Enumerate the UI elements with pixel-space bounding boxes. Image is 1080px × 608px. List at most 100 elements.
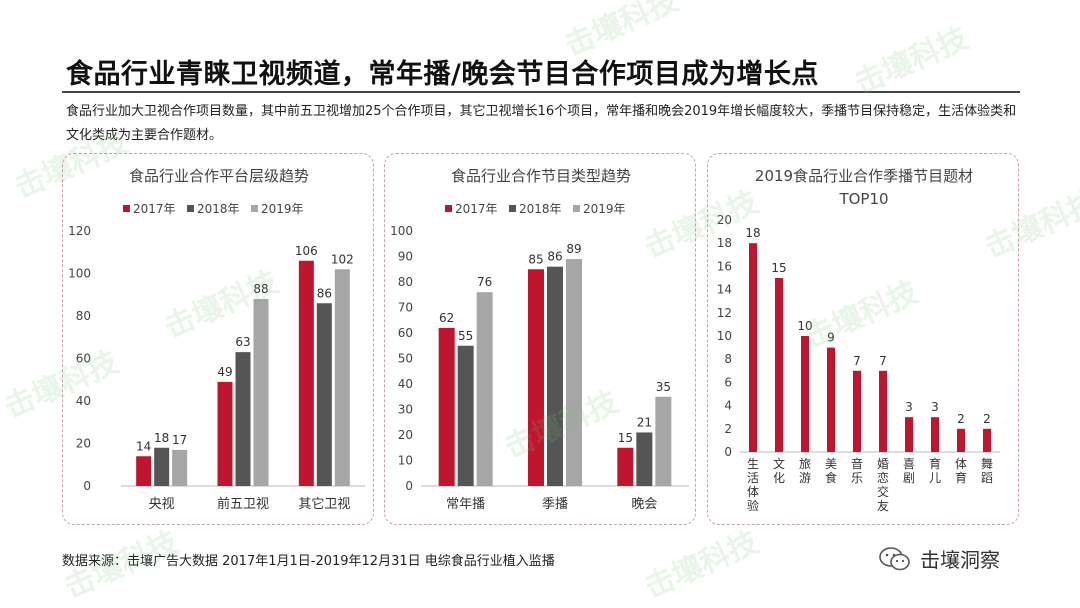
y-tick-label: 14 (717, 283, 732, 297)
x-category-label: 婚恋交友 (877, 457, 889, 513)
y-tick-label: 8 (724, 352, 732, 366)
y-tick-label: 60 (398, 326, 413, 340)
legend-label: 2019年 (583, 202, 626, 216)
data-label: 7 (879, 354, 887, 368)
data-label: 85 (528, 252, 543, 266)
data-label: 106 (295, 244, 318, 258)
x-category-label: 体育 (955, 457, 967, 485)
data-label: 88 (253, 282, 268, 296)
bar (253, 299, 269, 486)
chart-title: 2019食品行业合作季播节目题材 (755, 167, 973, 185)
x-category-label: 音乐 (851, 456, 863, 485)
bar (655, 396, 672, 486)
data-label: 49 (217, 365, 232, 379)
x-category-label: 喜剧 (903, 457, 915, 485)
x-category-label: 晚会 (631, 497, 657, 512)
y-tick-label: 20 (717, 213, 732, 227)
bar (749, 243, 757, 452)
chart-panel-genre: 2019食品行业合作季播节目题材 TOP10 0 2 4 6 8 10 12 14 16 18 20 18… (707, 153, 1019, 525)
data-label: 62 (439, 311, 454, 325)
bar (827, 347, 835, 452)
x-category-label: 央视 (149, 497, 175, 512)
legend-swatch (509, 205, 516, 212)
y-tick-label: 80 (76, 309, 91, 323)
data-label: 63 (235, 335, 250, 349)
x-category-label: 生活体验 (747, 457, 759, 513)
chart-panel-program-type: 食品行业合作节目类型趋势 2017年 2018年 2019年 0 10 20 30 40 50 60… (384, 153, 696, 525)
data-label: 2 (983, 412, 991, 426)
bar (172, 449, 188, 486)
y-tick-label: 70 (398, 301, 413, 315)
bar (617, 447, 634, 486)
legend-label: 2017年 (133, 202, 176, 216)
y-tick-label: 10 (717, 329, 732, 343)
page-description: 食品行业加大卫视合作项目数量，其中前五卫视增加25个合作项目，其它卫视增长16个… (66, 104, 1017, 143)
bar (528, 269, 544, 486)
y-tick-label: 60 (76, 352, 91, 366)
y-tick-label: 30 (398, 403, 413, 417)
data-label: 10 (797, 319, 812, 333)
y-tick-label: 2 (724, 422, 732, 436)
bar (957, 428, 965, 452)
chart-title: 食品行业合作节目类型趋势 (451, 167, 631, 185)
y-tick-label: 4 (724, 399, 732, 413)
legend-label: 2018年 (197, 202, 240, 216)
y-tick-label: 120 (68, 224, 91, 238)
y-tick-label: 50 (398, 352, 413, 366)
y-tick-label: 6 (724, 375, 732, 389)
watermark-logo: 击壤科技 (639, 524, 764, 606)
y-tick-label: 100 (68, 267, 91, 281)
bar (905, 417, 913, 452)
bar (566, 259, 582, 486)
bar (476, 292, 493, 486)
data-label: 9 (827, 331, 835, 345)
legend-label: 2017年 (455, 202, 498, 216)
y-tick-label: 0 (405, 479, 413, 493)
data-label: 15 (771, 261, 786, 275)
wechat-icon (879, 546, 910, 570)
bar (853, 370, 861, 452)
data-label: 102 (331, 252, 354, 266)
bar (154, 447, 170, 486)
brand-name: 击壤洞察 (920, 548, 1000, 572)
data-label: 17 (172, 433, 187, 447)
x-category-label: 育儿 (929, 456, 941, 485)
y-tick-label: 18 (717, 236, 732, 250)
bar (636, 432, 653, 486)
bar (775, 278, 783, 452)
title-divider (62, 91, 1020, 93)
legend-swatch (251, 205, 258, 212)
chart-genre-top10: 2019食品行业合作季播节目题材 TOP10 0 2 4 6 8 10 12 14 16 18 20 18… (717, 167, 1000, 513)
bar (298, 260, 314, 486)
data-label: 3 (905, 400, 913, 414)
chart-title: 食品行业合作平台层级趋势 (129, 167, 309, 185)
y-tick-label: 10 (398, 454, 413, 468)
data-source-note: 数据来源：击壤广告大数据 2017年1月1日-2019年12月31日 电综食品行… (62, 554, 555, 569)
y-tick-label: 0 (83, 479, 91, 493)
bar (457, 345, 474, 486)
bar (438, 327, 455, 486)
bar (983, 428, 991, 452)
data-label: 89 (566, 242, 581, 256)
bar (931, 417, 939, 452)
bar (316, 303, 332, 486)
chart-platform-level: 食品行业合作平台层级趋势 2017年 2018年 2019年 0 20 40 60 80 100 1… (68, 167, 365, 512)
y-tick-label: 12 (717, 306, 732, 320)
x-category-label: 季播 (542, 497, 568, 512)
data-label: 18 (154, 431, 169, 445)
bar (879, 370, 887, 452)
data-label: 7 (853, 354, 861, 368)
data-label: 35 (656, 380, 671, 394)
data-label: 14 (136, 439, 151, 453)
x-category-label: 文化 (773, 456, 785, 485)
data-label: 86 (317, 286, 332, 300)
legend-swatch (123, 205, 130, 212)
bar (801, 336, 809, 452)
chart-panel-platform: 食品行业合作平台层级趋势 2017年 2018年 2019年 0 20 40 60 80 100 1… (62, 153, 374, 525)
brand-signature: 击壤洞察 (878, 544, 1000, 573)
data-label: 55 (458, 329, 473, 343)
page-title: 食品行业青睐卫视频道，常年播/晚会节目合作项目成为增长点 (66, 59, 819, 90)
y-tick-label: 0 (724, 445, 732, 459)
y-tick-label: 20 (76, 437, 91, 451)
chart-program-type: 食品行业合作节目类型趋势 2017年 2018年 2019年 0 10 20 30 40 50 60… (390, 167, 689, 512)
